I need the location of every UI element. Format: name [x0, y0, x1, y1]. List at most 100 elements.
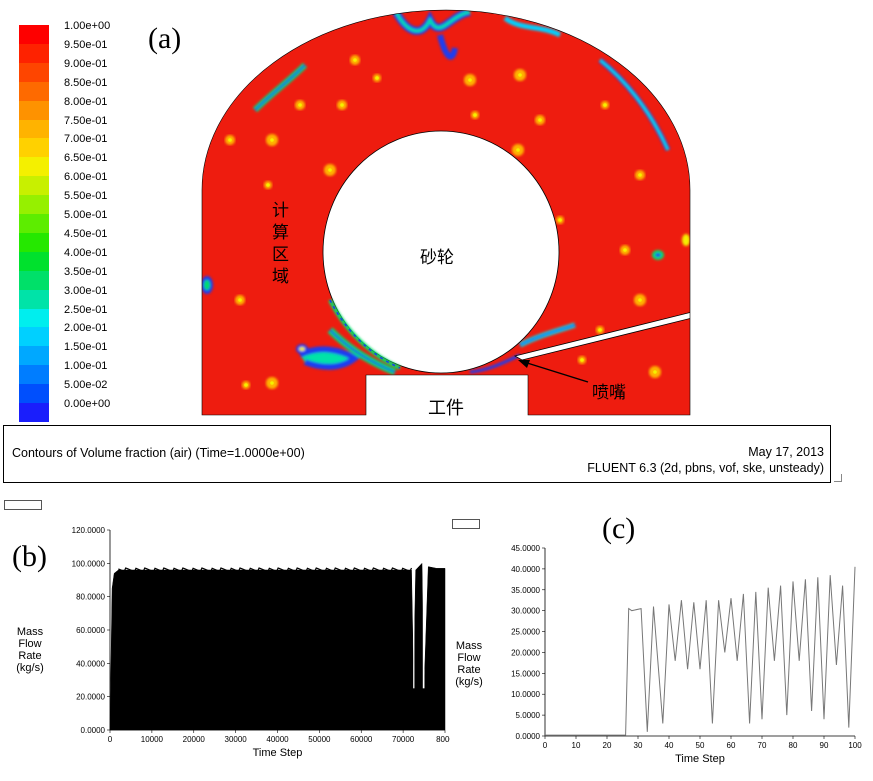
- y-tick-label: 20.0000: [76, 693, 105, 702]
- legend-tick-label: 3.50e-01: [64, 265, 108, 278]
- legend-tick-label: 5.50e-01: [64, 190, 108, 203]
- air-bubble-core: [623, 248, 627, 252]
- legend-swatch: [19, 81, 49, 101]
- air-bubble-core: [638, 173, 642, 177]
- legend-swatch: [19, 25, 49, 44]
- y-tick-label: 45.0000: [511, 544, 540, 553]
- x-axis-title: Time Step: [675, 753, 725, 765]
- x-tick-label: 20000: [183, 735, 206, 744]
- legend-tick-label: 8.00e-01: [64, 95, 108, 108]
- series-gap: [422, 566, 425, 689]
- x-tick-label: 40: [665, 741, 674, 750]
- legend-swatch: [19, 176, 49, 196]
- blank-box-right: [452, 519, 480, 529]
- mass-flow-chart-c: 0.0000 5.0000 10.0000 15.0000 20.0000 25.0000…: [511, 544, 862, 765]
- x-tick-label: 8000: [436, 735, 450, 744]
- air-bubble-core: [266, 183, 270, 187]
- legend-swatch: [19, 327, 49, 347]
- x-axis-title: Time Step: [253, 747, 303, 759]
- x-tick-label: 50000: [308, 735, 331, 744]
- domain-label: 计 算 区 域: [272, 201, 289, 287]
- air-bubble-core: [638, 298, 642, 302]
- air-bubble-core: [518, 73, 522, 77]
- air-bubble-core: [228, 138, 232, 142]
- x-tick-label: 100: [848, 741, 862, 750]
- y-tick-label: 0.0000: [516, 732, 541, 741]
- nozzle-arrow: [523, 361, 589, 383]
- x-tick-label: 90: [820, 741, 829, 750]
- air-bubble-core: [598, 328, 602, 332]
- air-bubble-core: [473, 113, 477, 117]
- legend-swatch: [19, 308, 49, 328]
- y-tick-label: 10.0000: [511, 690, 540, 699]
- air-bubble-core: [558, 218, 562, 222]
- y-tick-label: 5.0000: [516, 711, 541, 720]
- air-bubble-core: [238, 298, 242, 302]
- air-bubble-core: [603, 103, 607, 107]
- air-bubble-core: [270, 381, 274, 385]
- air-bubble-core: [340, 103, 344, 107]
- legend-swatch: [19, 270, 49, 290]
- legend-tick-label: 6.00e-01: [64, 171, 108, 184]
- x-tick-label: 10000: [141, 735, 164, 744]
- series-line: [545, 566, 856, 736]
- legend-swatch: [19, 289, 49, 309]
- legend-tick-label: 3.00e-01: [64, 284, 108, 297]
- y-tick-label: 20.0000: [511, 648, 540, 657]
- legend-swatch: [19, 251, 49, 271]
- legend-tick-label: 1.50e-01: [64, 341, 108, 354]
- air-bubble-core: [353, 58, 357, 62]
- legend-tick-label: 7.50e-01: [64, 114, 108, 127]
- x-tick-label: 70000: [392, 735, 415, 744]
- panel-b-right-ylabel: Mass Flow Rate (kg/s): [455, 640, 483, 688]
- legend-swatch: [19, 214, 49, 233]
- legend-swatch: [19, 403, 49, 422]
- x-tick-label: 0: [108, 735, 113, 744]
- y-tick-label: 35.0000: [511, 586, 540, 595]
- y-tick-label: 120.0000: [72, 526, 106, 535]
- air-bubble-core: [468, 78, 472, 82]
- air-bubble-core: [298, 103, 302, 107]
- x-tick-label: 50: [696, 741, 705, 750]
- caption-box: Contours of Volume fraction (air) (Time=…: [3, 425, 831, 483]
- legend-swatch: [19, 346, 49, 366]
- legend-tick-label: 2.50e-01: [64, 303, 108, 316]
- legend-tick-label: 8.50e-01: [64, 76, 108, 89]
- legend-tick-label: 9.50e-01: [64, 38, 108, 51]
- air-bubble-core: [375, 76, 379, 80]
- air-bubble-core: [328, 168, 332, 172]
- mass-flow-chart-b: 0.0000 20.0000 40.0000 60.0000 80.0000 100.00…: [72, 526, 450, 759]
- y-tick-label: 30.0000: [511, 607, 540, 616]
- legend-swatch: [19, 138, 49, 158]
- blank-box-left: [4, 500, 42, 510]
- legend-tick-label: 5.00e-02: [64, 379, 108, 392]
- y-tick-label: 40.0000: [76, 659, 105, 668]
- y-tick-label: 40.0000: [511, 565, 540, 574]
- y-tick-label: 15.0000: [511, 669, 540, 678]
- air-bubble-core: [580, 358, 584, 362]
- wheel-label: 砂轮: [420, 248, 454, 268]
- legend-swatch: [19, 157, 49, 177]
- legend-swatch: [19, 384, 49, 404]
- caption-date: May 17, 2013: [748, 445, 824, 459]
- legend-tick-label: 5.00e-01: [64, 209, 108, 221]
- legend-swatch: [19, 232, 49, 252]
- fluid-domain: [202, 10, 690, 416]
- legend-tick-label: 4.00e-01: [64, 246, 108, 259]
- air-bubble-core: [653, 370, 657, 374]
- workpiece-label: 工件: [428, 398, 464, 419]
- x-tick-label: 30: [634, 741, 643, 750]
- nozzle: [513, 311, 690, 361]
- y-tick-label: 100.0000: [72, 559, 106, 568]
- air-bubble-core: [516, 148, 520, 152]
- grinding-wheel: [322, 130, 560, 374]
- legend-tick-label: 6.50e-01: [64, 152, 108, 165]
- series-area: [109, 562, 446, 731]
- axes: [544, 548, 855, 737]
- return-glyph: [834, 474, 842, 482]
- panel-a-letter: (a): [148, 22, 182, 55]
- legend-tick-label: 2.00e-01: [64, 322, 108, 335]
- nozzle-label: 喷嘴: [592, 383, 626, 403]
- contour-plot: [201, 9, 691, 416]
- x-tick-label: 40000: [266, 735, 289, 744]
